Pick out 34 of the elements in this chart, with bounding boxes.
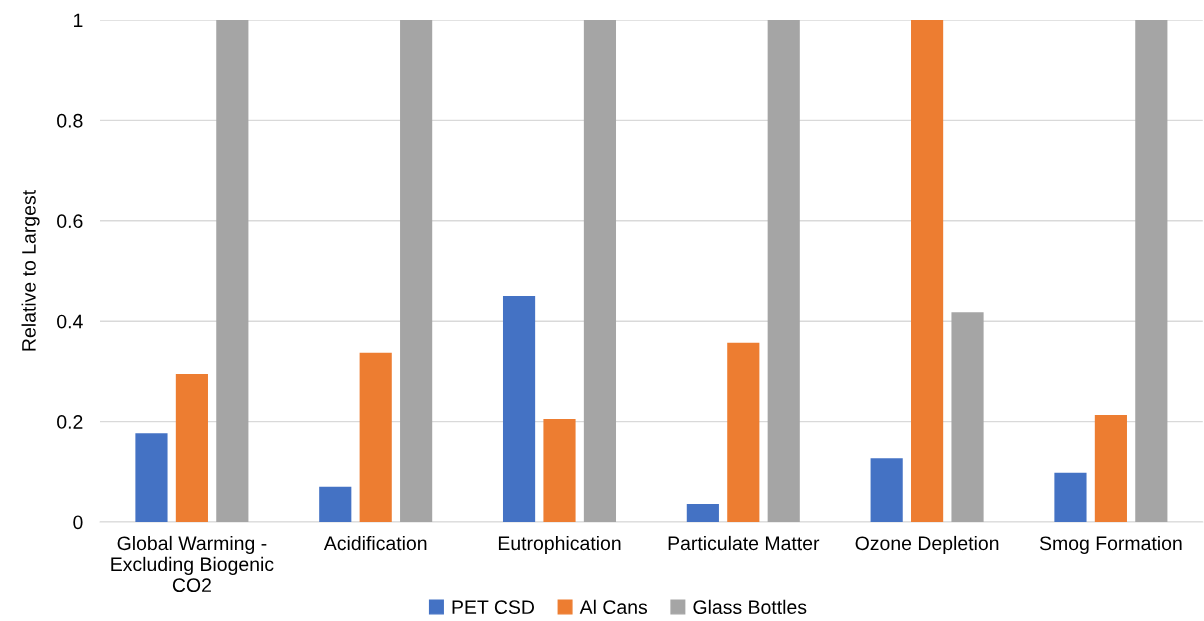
y-axis-title: Relative to Largest — [21, 190, 40, 351]
bar — [727, 342, 760, 522]
bar — [359, 352, 392, 522]
bar — [911, 20, 944, 522]
bar — [319, 486, 352, 522]
bar — [767, 20, 800, 522]
x-tick-label: Global Warming - Excluding Biogenic CO2 — [111, 535, 274, 593]
y-tick-label: 0 — [73, 515, 83, 530]
bar — [1135, 20, 1168, 522]
y-tick-label: 0.4 — [57, 314, 83, 329]
y-tick-label: 0.8 — [57, 113, 83, 128]
legend-label: PET CSD — [452, 600, 535, 615]
y-tick-label: 0.6 — [57, 214, 83, 229]
bar — [216, 20, 249, 522]
bar — [502, 296, 536, 522]
x-tick-label: Eutrophication — [498, 535, 621, 555]
x-tick-label: Smog Formation — [1039, 535, 1182, 555]
bar — [1094, 415, 1127, 522]
x-tick-label: Acidification — [323, 535, 427, 551]
bar — [543, 419, 576, 522]
bar — [686, 503, 719, 522]
bar — [175, 373, 208, 522]
y-tick-label: 0.2 — [57, 415, 83, 429]
bar — [400, 20, 433, 522]
legend-label: Al Cans — [579, 599, 648, 615]
bar — [870, 458, 903, 522]
bar — [583, 20, 617, 522]
bar — [951, 312, 984, 522]
x-tick-label: Ozone Depletion — [855, 535, 999, 555]
bar — [135, 433, 168, 522]
x-tick-label: Particulate Matter — [668, 535, 820, 551]
y-tick-label: 1 — [74, 13, 83, 28]
legend-label: Glass Bottles — [693, 599, 807, 615]
bar — [1054, 472, 1087, 522]
